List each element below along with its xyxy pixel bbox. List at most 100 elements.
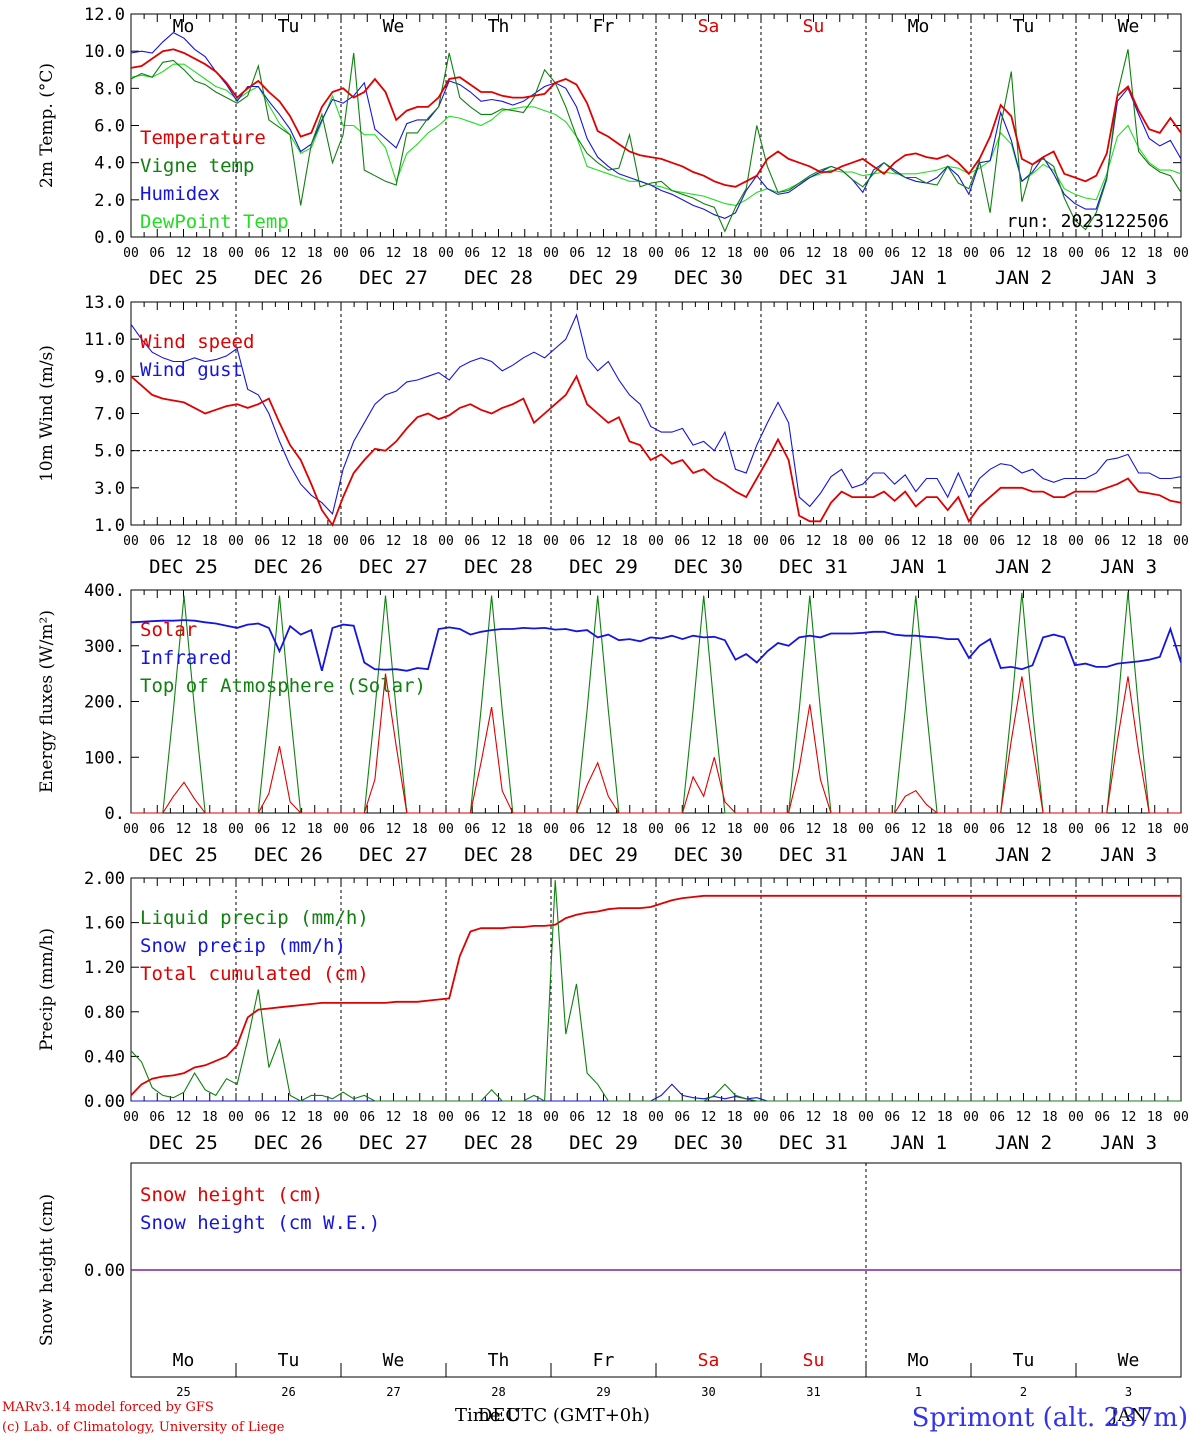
ytick-label: 8.0 <box>94 79 125 99</box>
hour-label: 18 <box>1042 822 1058 837</box>
hour-label: 12 <box>596 1110 612 1125</box>
legend-entry: Solar <box>140 619 197 641</box>
date-label: DEC 28 <box>464 267 533 289</box>
date-label: JAN 2 <box>995 1132 1052 1154</box>
weekday-label: Tu <box>1013 1350 1035 1371</box>
hour-label: 18 <box>727 246 743 261</box>
day-number: 26 <box>281 1385 295 1399</box>
hour-label: 18 <box>202 534 218 549</box>
weekday-label: We <box>383 1350 405 1371</box>
day-number: 28 <box>491 1385 505 1399</box>
date-label: JAN 1 <box>890 267 947 289</box>
hour-label: 00 <box>1068 1110 1084 1125</box>
hour-label: 06 <box>569 246 585 261</box>
weekday-label: Mo <box>908 1350 930 1371</box>
hour-label: 00 <box>858 246 874 261</box>
panel-frame <box>130 301 1182 526</box>
date-label: DEC 25 <box>149 1132 218 1154</box>
weekday-label: Tu <box>278 1350 300 1371</box>
legend-entry: Snow height (cm W.E.) <box>140 1212 380 1234</box>
ytick-label: 13.0 <box>84 293 125 313</box>
hour-label: 06 <box>989 822 1005 837</box>
hour-label: 18 <box>1147 822 1163 837</box>
run-label: run: 2023122506 <box>1006 211 1169 232</box>
weekday-label: We <box>383 16 405 37</box>
hour-label: 00 <box>333 822 349 837</box>
hour-label: 06 <box>779 1110 795 1125</box>
hour-label: 06 <box>884 246 900 261</box>
weekday-label: We <box>1118 1350 1140 1371</box>
hour-label: 00 <box>648 1110 664 1125</box>
hour-label: 00 <box>1068 246 1084 261</box>
hour-label: 06 <box>464 822 480 837</box>
hour-label: 18 <box>727 1110 743 1125</box>
hour-label: 06 <box>254 246 270 261</box>
hour-label: 00 <box>753 1110 769 1125</box>
date-label: DEC 30 <box>674 844 743 866</box>
date-label: DEC 29 <box>569 844 638 866</box>
hour-label: 12 <box>386 534 402 549</box>
date-label: DEC 30 <box>674 1132 743 1154</box>
hour-label: 06 <box>779 822 795 837</box>
hour-label: 18 <box>517 534 533 549</box>
date-label: JAN 3 <box>1100 1132 1157 1154</box>
hour-label: 00 <box>648 822 664 837</box>
hour-label: 06 <box>359 246 375 261</box>
date-label: DEC 26 <box>254 267 323 289</box>
hour-label: 06 <box>464 1110 480 1125</box>
hour-label: 18 <box>1042 246 1058 261</box>
ytick-label: 0. <box>105 804 125 824</box>
hour-label: 18 <box>937 534 953 549</box>
date-label: JAN 1 <box>890 844 947 866</box>
date-label: JAN 3 <box>1100 556 1157 578</box>
hour-label: 06 <box>1094 1110 1110 1125</box>
legend-entry: Total cumulated (cm) <box>140 963 369 985</box>
legend-entry: Liquid precip (mm/h) <box>140 907 369 929</box>
hour-label: 00 <box>543 1110 559 1125</box>
day-number: 1 <box>915 1385 922 1399</box>
legend-entry: Infrared <box>140 647 232 669</box>
hour-label: 18 <box>1042 1110 1058 1125</box>
hour-label: 00 <box>438 534 454 549</box>
ytick-label: 9.0 <box>94 367 125 387</box>
hour-label: 06 <box>674 1110 690 1125</box>
series-line <box>130 49 1182 233</box>
hour-label: 18 <box>1147 534 1163 549</box>
hour-label: 18 <box>307 246 323 261</box>
ytick-label: 400. <box>84 581 125 601</box>
hour-label: 00 <box>333 246 349 261</box>
hour-label: 18 <box>517 822 533 837</box>
ytick-label: 2.0 <box>94 191 125 211</box>
hour-label: 12 <box>911 246 927 261</box>
hour-label: 00 <box>123 822 139 837</box>
hour-label: 00 <box>543 822 559 837</box>
ytick-label: 7.0 <box>94 405 125 425</box>
weekday-label: Th <box>488 1350 510 1371</box>
hour-label: 12 <box>1016 534 1032 549</box>
hour-label: 18 <box>832 534 848 549</box>
hour-label: 06 <box>989 1110 1005 1125</box>
ytick-label: 0.80 <box>84 1003 125 1023</box>
panel-precip: 0.00 0.40 0.80 1.20 1.60 2.00 Precip (mm/h) Liq… <box>37 869 1189 1154</box>
hour-label: 06 <box>149 822 165 837</box>
panel-snow: 0.00 Snow height (cm) Snow height (cm) Snow… <box>37 1162 1182 1426</box>
weekday-label: We <box>1118 16 1140 37</box>
hour-label: 12 <box>1016 246 1032 261</box>
date-label: DEC 26 <box>254 1132 323 1154</box>
series-line <box>130 313 1182 516</box>
hour-label: 18 <box>832 1110 848 1125</box>
hour-label: 12 <box>701 246 717 261</box>
hour-label: 06 <box>884 1110 900 1125</box>
hour-label: 12 <box>491 534 507 549</box>
hour-label: 12 <box>596 246 612 261</box>
ytick-label: 0.40 <box>84 1047 125 1067</box>
hour-label: 12 <box>176 246 192 261</box>
hour-label: 00 <box>123 246 139 261</box>
hour-label: 06 <box>674 822 690 837</box>
hour-label: 18 <box>937 246 953 261</box>
weekday-label: Sa <box>698 1350 720 1371</box>
ytick-label: 200. <box>84 693 125 713</box>
hour-label: 18 <box>412 822 428 837</box>
date-label: JAN 2 <box>995 556 1052 578</box>
hour-label: 18 <box>412 534 428 549</box>
